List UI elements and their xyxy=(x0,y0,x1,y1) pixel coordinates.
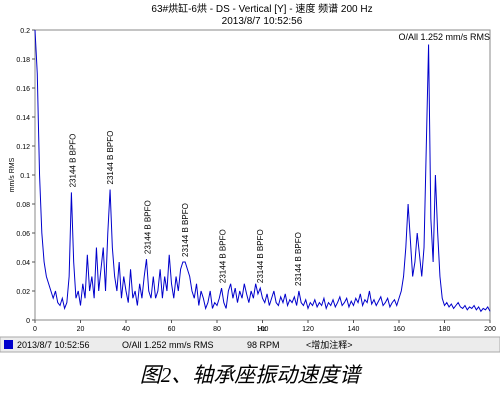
caption: 图2、轴承座振动速度谱 xyxy=(140,363,363,387)
x-tick-label: 0 xyxy=(33,326,37,333)
x-tick-label: 20 xyxy=(77,326,85,333)
x-tick-label: 100 xyxy=(257,326,269,333)
y-tick-label: 0.16 xyxy=(16,86,30,93)
y-tick-label: 0.18 xyxy=(16,57,30,64)
y-axis-label: mm/s RMS xyxy=(9,157,16,192)
x-tick-label: 80 xyxy=(213,326,221,333)
y-tick-label: 0.14 xyxy=(16,115,30,122)
x-tick-label: 40 xyxy=(122,326,130,333)
x-tick-label: 160 xyxy=(393,326,405,333)
x-tick-label: 180 xyxy=(439,326,451,333)
x-tick-label: 60 xyxy=(168,326,176,333)
legend-bar xyxy=(0,336,500,353)
annotation: 23144 B BPFO xyxy=(106,131,115,185)
annotation: 23144 B BPFO xyxy=(294,232,303,286)
y-tick-label: 0.04 xyxy=(16,260,30,267)
annotation: 23144 B BPFO xyxy=(69,134,78,188)
y-tick-label: 0.06 xyxy=(16,231,30,238)
overall-note: O/All 1.252 mm/s RMS xyxy=(398,32,490,42)
annotation: 23144 B BPFO xyxy=(256,229,265,283)
legend-swatch xyxy=(4,340,13,349)
annotation: 23144 B BPFO xyxy=(144,200,153,254)
chart-subtitle: 2013/8/7 10:52:56 xyxy=(222,16,303,27)
x-tick-label: 140 xyxy=(348,326,360,333)
spectrum-line xyxy=(34,29,491,313)
footer-note[interactable]: <增加注释> xyxy=(306,339,353,350)
y-tick-label: 0.2 xyxy=(20,28,30,35)
annotation: 23144 B BPFO xyxy=(181,203,190,257)
footer-overall: O/All 1.252 mm/s RMS xyxy=(122,340,214,350)
y-tick-label: 0.08 xyxy=(16,202,30,209)
y-tick-label: 0 xyxy=(26,318,30,325)
x-axis-label: Hz xyxy=(258,326,267,333)
x-tick-label: 200 xyxy=(484,326,496,333)
y-tick-label: 0.02 xyxy=(16,289,30,296)
footer-rpm: 98 RPM xyxy=(247,340,280,350)
y-tick-label: 0.1 xyxy=(20,173,30,180)
annotation: 23144 B BPFO xyxy=(219,229,228,283)
chart-title: 63#烘缸-6烘 - DS - Vertical [Y] - 速度 频谱 200… xyxy=(151,2,372,15)
legend-label: 2013/8/7 10:52:56 xyxy=(17,340,90,350)
x-tick-label: 120 xyxy=(302,326,314,333)
y-tick-label: 0.12 xyxy=(16,144,30,151)
